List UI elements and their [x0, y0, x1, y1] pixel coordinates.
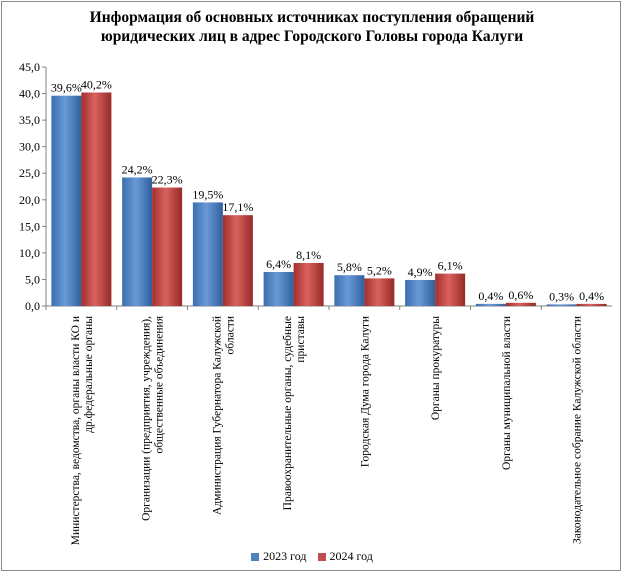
x-category-label: Органы муниципальной власти — [501, 316, 513, 470]
x-category-label: др.федеральные органы — [83, 316, 95, 433]
chart-title: Информация об основных источниках поступ… — [0, 8, 624, 46]
y-tick-label: 0,0 — [25, 299, 40, 313]
data-label-2023: 39,6% — [51, 81, 82, 95]
data-label-2024: 22,3% — [152, 173, 183, 187]
bar-2024 — [505, 302, 536, 306]
legend-swatch-2024 — [317, 552, 326, 561]
data-label-2024: 8,1% — [296, 248, 321, 262]
y-tick-label: 45,0 — [19, 60, 40, 74]
x-category-label: Министерства, ведомства, органы власти К… — [70, 316, 82, 545]
bar-2023 — [263, 272, 294, 306]
x-category-label: Органы прокуратуры — [430, 316, 442, 420]
bar-2024 — [435, 273, 466, 306]
legend-item-2023: 2023 год — [251, 549, 307, 564]
y-tick-label: 35,0 — [19, 113, 40, 127]
data-label-2023: 19,5% — [192, 187, 223, 201]
x-category-label: Законодательное собрание Калужской облас… — [572, 316, 584, 544]
x-category-label: Администрация Губернатора Калужской — [211, 316, 223, 515]
bar-2024 — [293, 262, 324, 306]
bar-2024 — [152, 187, 183, 306]
x-category-label: общественные объединения — [154, 315, 166, 453]
chart-data-labels: 39,6% 40,2% 24,2%22,3% 19,5%17,1% 6,4% 8,1% 5,… — [51, 77, 604, 303]
legend-item-2024: 2024 год — [317, 549, 373, 564]
x-category-label: Правоохранительные органы, судебные — [282, 316, 294, 510]
x-category-label: Организации (предприятия, учреждения), — [141, 316, 153, 521]
y-tick-label: 15,0 — [19, 219, 40, 233]
bar-2023 — [546, 304, 577, 306]
bar-2024 — [364, 278, 395, 306]
chart-bars — [51, 92, 607, 307]
data-label-2023: 24,2% — [122, 162, 153, 176]
data-label-2023: 0,3% — [549, 289, 574, 303]
bar-2024 — [576, 303, 607, 306]
data-label-2023: 4,9% — [408, 265, 433, 279]
data-label-2024: 0,4% — [579, 289, 604, 303]
y-tick-label: 40,0 — [19, 87, 40, 101]
data-label-2024: 6,1% — [438, 259, 463, 273]
bar-2023 — [51, 95, 82, 307]
legend-swatch-2023 — [251, 552, 260, 561]
x-category-label: Городская Дума города Калуги — [359, 316, 371, 467]
bar-2023 — [192, 202, 223, 306]
y-tick-label: 20,0 — [19, 193, 40, 207]
data-label-2024: 40,2% — [81, 77, 112, 91]
chart-axes: 0,0 5,0 10,0 15,0 20,0 25,0 30,0 35,0 40,0 45,0 — [19, 60, 612, 313]
chart-legend: 2023 год 2024 год — [0, 549, 624, 565]
chart-title-line-1: Информация об основных источниках поступ… — [89, 9, 535, 26]
y-tick-label: 30,0 — [19, 140, 40, 154]
y-tick-label: 5,0 — [25, 272, 40, 286]
legend-label-2023: 2023 год — [263, 549, 307, 563]
bar-2023 — [475, 303, 506, 306]
chart-category-labels: Министерства, ведомства, органы власти К… — [70, 315, 584, 545]
bar-2023 — [334, 275, 365, 306]
chart-title-line-2: юридических лиц в адрес Городского Голов… — [100, 28, 524, 45]
data-label-2023: 6,4% — [266, 257, 291, 271]
x-category-label: приставы — [295, 316, 307, 363]
bar-2023 — [122, 177, 153, 306]
y-tick-label: 25,0 — [19, 166, 40, 180]
bar-2024 — [222, 215, 253, 306]
data-label-2023: 0,4% — [478, 289, 503, 303]
data-label-2023: 5,8% — [337, 260, 362, 274]
legend-label-2024: 2024 год — [329, 549, 373, 563]
x-category-label: области — [224, 316, 236, 354]
bar-2024 — [81, 92, 112, 306]
data-label-2024: 0,6% — [508, 288, 533, 302]
bar-2023 — [405, 279, 436, 306]
data-label-2024: 5,2% — [367, 263, 392, 277]
y-tick-label: 10,0 — [19, 246, 40, 260]
data-label-2024: 17,1% — [222, 200, 253, 214]
